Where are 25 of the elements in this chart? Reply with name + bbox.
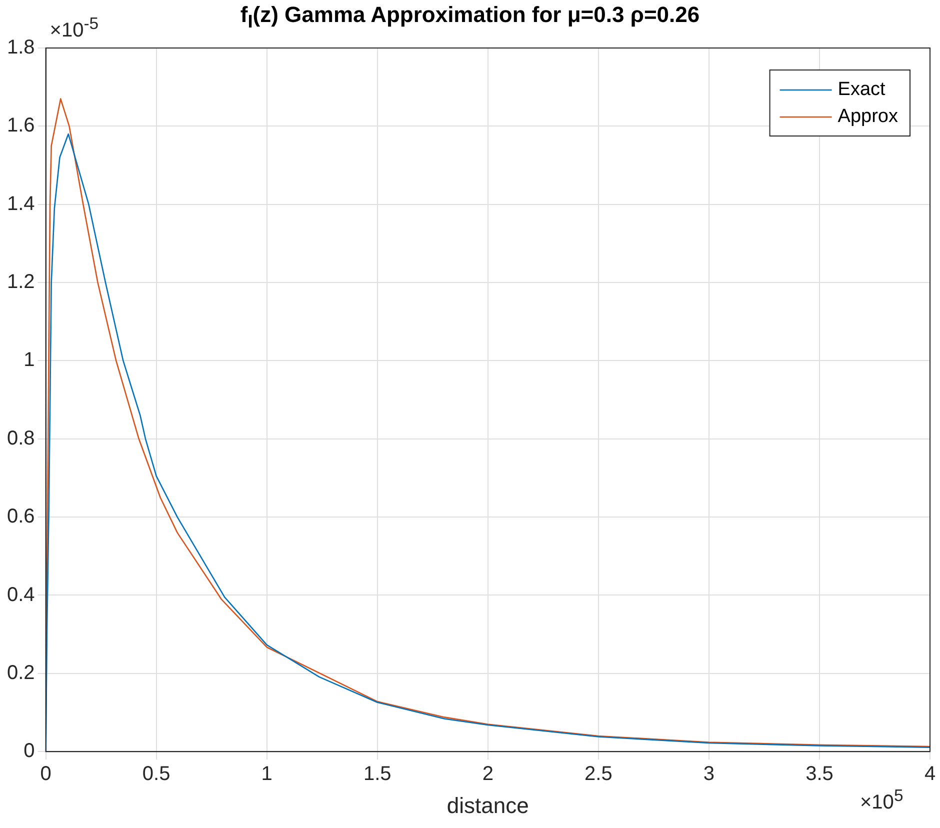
x-tick-label: 1 <box>261 763 272 786</box>
y-tick-label: 0.6 <box>6 506 35 528</box>
legend-label: Approx <box>838 106 898 128</box>
x-axis-title: distance <box>446 792 529 818</box>
y-tick-label: 1.2 <box>6 271 35 294</box>
y-tick-label: 0.2 <box>6 662 35 684</box>
y-tick-label: 0.4 <box>6 584 35 606</box>
y-tick-label: 1 <box>24 349 35 372</box>
y-tick-label: 1.6 <box>6 114 35 137</box>
x-tick-label: 4 <box>924 763 936 786</box>
x-tick-label: 2 <box>482 763 494 786</box>
x-tick-label: 3.5 <box>806 763 834 786</box>
legend-label: Exact <box>838 79 886 100</box>
x-tick-label: 0 <box>40 763 52 786</box>
y-tick-label: 0 <box>24 740 35 762</box>
text: ×10$^{-5}$ <box>50 14 99 43</box>
text: ×10$^{5}$ <box>860 786 904 814</box>
y-tick-label: 1.8 <box>6 36 35 59</box>
x-tick-label: 0.5 <box>142 763 170 786</box>
chart-title: f$_{I}$(z) Gamma Approximation for μ=0.3 ρ=0.26 <box>240 2 700 32</box>
y-tick-label: 1.4 <box>6 192 35 215</box>
y-tick-label: 0.8 <box>6 427 35 450</box>
x-tick-label: 1.5 <box>363 763 392 786</box>
x-tick-label: 3 <box>703 763 715 786</box>
x-tick-label: 2.5 <box>584 763 612 786</box>
